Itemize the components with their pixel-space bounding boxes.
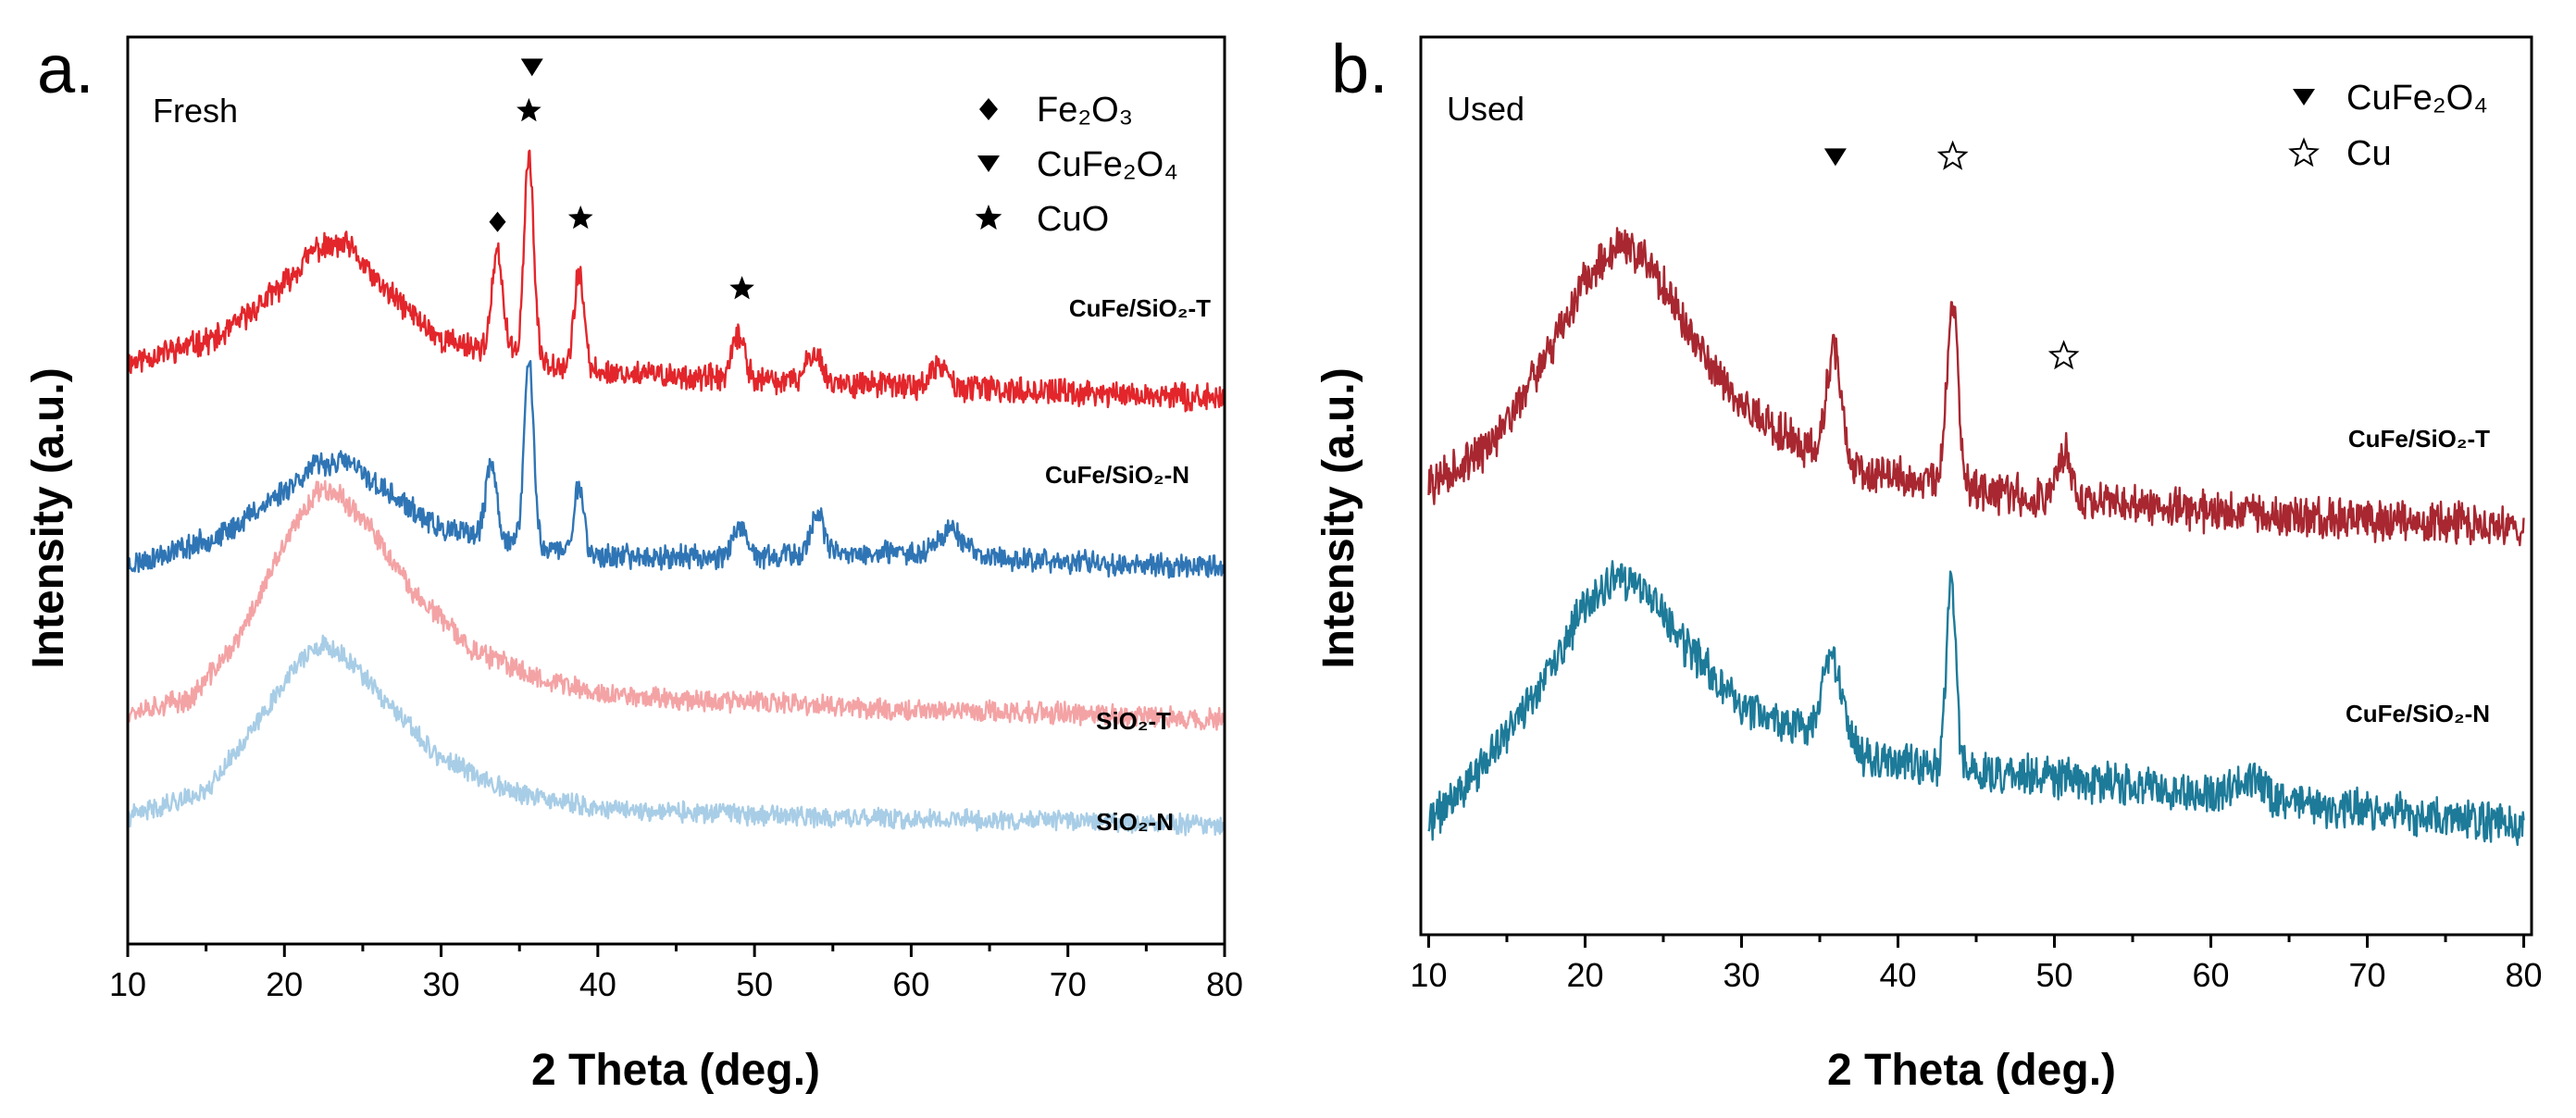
panel-b-legend: CuFe₂O₄ Cu [2288, 79, 2488, 173]
star-outline-icon [2288, 137, 2320, 168]
peak-marker-triangle-down-2 [520, 58, 543, 77]
x-tick-label-80: 80 [2506, 956, 2543, 994]
panel-a-legend: Fe₂O₃ CuFe₂O₄ CuO [975, 91, 1178, 239]
x-tick-label-80: 80 [1206, 965, 1243, 1003]
series-line-0-1 [126, 360, 1226, 579]
legend-label-cufe2o4-b: CuFe₂O₄ [2346, 79, 2488, 118]
triangle-down-icon [977, 155, 1000, 172]
series-label-used-cufe-sio2-t: CuFe/SiO₂-T [2348, 425, 2490, 453]
x-tick-label-10: 10 [1410, 956, 1447, 994]
peak-marker-triangle-down-0 [1823, 148, 1847, 167]
series-label-sio2-n: SiO₂-N [1096, 808, 1174, 836]
legend-label-fe2o3: Fe₂O₃ [1037, 91, 1133, 130]
star-icon [975, 205, 1002, 230]
diamond-icon [979, 98, 998, 120]
panel-a-peak-markers [489, 58, 754, 300]
x-tick-label-70: 70 [1050, 965, 1087, 1003]
series-line-0-3 [126, 634, 1226, 837]
legend-item-cufe2o4-b: CuFe₂O₄ [2293, 79, 2488, 118]
series-label-cufe-sio2-n: CuFe/SiO₂-N [1045, 461, 1189, 489]
panel-b-letter: b. [1331, 31, 1388, 107]
x-tick-label-20: 20 [1566, 956, 1603, 994]
x-tick-label-70: 70 [2349, 956, 2386, 994]
legend-label-cuo: CuO [1037, 200, 1109, 239]
panel-b-y-axis-title: Intensity (a.u.) [1314, 367, 1363, 668]
peak-marker-star-open-1 [1936, 140, 1969, 170]
x-tick-label-20: 20 [266, 965, 303, 1003]
peak-marker-star-1 [516, 97, 541, 122]
series-label-sio2-t: SiO₂-T [1096, 707, 1171, 735]
x-tick-label-60: 60 [892, 965, 929, 1003]
x-tick-label-60: 60 [2192, 956, 2229, 994]
peak-marker-star-open-2 [2047, 340, 2080, 370]
x-tick-label-30: 30 [423, 965, 460, 1003]
x-tick-label-10: 10 [109, 965, 146, 1003]
panel-a-fresh: a. Intensity (a.u.) 2 Theta (deg.) Fresh… [24, 31, 1243, 1095]
series-line-1-0 [1427, 227, 2525, 547]
peak-marker-star-3 [567, 205, 593, 230]
triangle-down-icon [2293, 89, 2315, 106]
legend-item-cuo: CuO [975, 200, 1109, 239]
series-label-cufe-sio2-t: CuFe/SiO₂-T [1069, 294, 1211, 322]
panel-b-used: b. Intensity (a.u.) 2 Theta (deg.) Used … [1314, 31, 2543, 1095]
x-tick-label-50: 50 [2035, 956, 2072, 994]
series-label-used-cufe-sio2-n: CuFe/SiO₂-N [2346, 700, 2490, 727]
legend-label-cufe2o4: CuFe₂O₄ [1037, 145, 1178, 184]
panel-b-peak-markers [1823, 140, 2080, 370]
x-tick-label-30: 30 [1723, 956, 1760, 994]
legend-label-cu: Cu [2346, 134, 2392, 173]
series-line-0-0 [126, 149, 1226, 413]
panel-b-condition-label: Used [1447, 90, 1524, 128]
legend-item-fe2o3: Fe₂O₃ [979, 91, 1133, 130]
series-line-0-2 [126, 479, 1226, 731]
panel-a-letter: a. [37, 31, 94, 107]
panel-a-x-axis-title: 2 Theta (deg.) [531, 1046, 820, 1095]
peak-marker-star-4 [729, 276, 754, 300]
panel-a-series-group [126, 149, 1226, 837]
x-tick-label-40: 40 [579, 965, 616, 1003]
panel-a-condition-label: Fresh [153, 92, 238, 130]
panel-a-y-axis-title: Intensity (a.u.) [24, 367, 73, 668]
panel-b-x-ticks: 10 20 30 40 50 60 70 80 [1410, 935, 2543, 994]
x-tick-label-50: 50 [736, 965, 773, 1003]
x-tick-label-40: 40 [1879, 956, 1916, 994]
legend-item-cu: Cu [2288, 134, 2392, 173]
legend-item-cufe2o4: CuFe₂O₄ [977, 145, 1178, 184]
series-line-1-1 [1427, 560, 2525, 847]
panel-b-x-axis-title: 2 Theta (deg.) [1827, 1046, 2116, 1095]
peak-marker-diamond-0 [489, 211, 506, 232]
panel-b-series-group [1427, 227, 2525, 847]
panel-a-x-ticks: 10 20 30 40 50 60 70 80 [109, 944, 1243, 1003]
